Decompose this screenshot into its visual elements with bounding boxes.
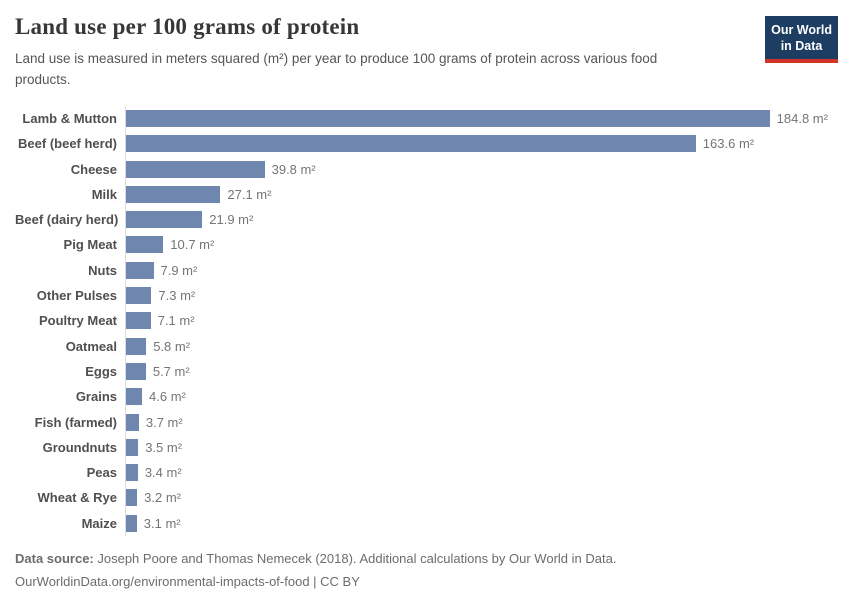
bar-track: 3.5 m²	[125, 434, 838, 460]
value-label: 21.9 m²	[209, 212, 254, 228]
bar-row: Lamb & Mutton 184.8 m²	[15, 105, 838, 132]
value-label: 3.4 m²	[144, 465, 182, 481]
bar	[126, 312, 151, 330]
value-label: 5.7 m²	[152, 363, 190, 379]
owid-logo[interactable]: Our World in Data	[765, 16, 838, 64]
bar-track: 7.3 m²	[125, 282, 838, 309]
bar-track: 27.1 m²	[125, 181, 838, 208]
value-label: 163.6 m²	[702, 136, 755, 152]
value-label: 4.6 m²	[149, 389, 186, 405]
category-label: Nuts	[88, 262, 117, 278]
category-label: Eggs	[85, 363, 117, 379]
bar-track: 10.7 m²	[125, 232, 838, 258]
bar-row: Grains 4.6 m²	[15, 384, 838, 410]
bar-track: 4.6 m²	[125, 384, 838, 410]
bar	[126, 236, 164, 254]
bar	[126, 185, 221, 203]
value-label: 7.9 m²	[160, 262, 198, 278]
owid-logo-line2: in Data	[780, 38, 823, 53]
bar	[126, 160, 265, 178]
bar-track: 184.8 m²	[125, 105, 838, 132]
category-label: Beef (dairy herd)	[15, 212, 119, 228]
category-label: Poultry Meat	[38, 313, 117, 329]
category-label: Oatmeal	[65, 338, 117, 354]
value-label: 10.7 m²	[170, 237, 215, 253]
bar-row: Other Pulses 7.3 m²	[15, 282, 838, 309]
bar	[126, 261, 154, 279]
bar-row: Groundnuts 3.5 m²	[15, 434, 838, 460]
header-text: Land use per 100 grams of protein Land u…	[15, 14, 715, 91]
bar-row: Wheat & Rye 3.2 m²	[15, 485, 838, 511]
category-label: Fish (farmed)	[34, 414, 117, 430]
value-label: 5.8 m²	[153, 338, 191, 354]
bar-track: 5.8 m²	[125, 333, 838, 359]
bar-track: 3.4 m²	[125, 460, 838, 486]
footer-link[interactable]: OurWorldinData.org/environmental-impacts…	[15, 574, 360, 590]
value-label: 39.8 m²	[271, 161, 316, 177]
value-label: 3.5 m²	[145, 439, 183, 455]
page-title: Land use per 100 grams of protein	[15, 14, 360, 39]
bar-row: Oatmeal 5.8 m²	[15, 333, 838, 359]
bar-row: Cheese 39.8 m²	[15, 156, 838, 182]
bar-row: Maize 3.1 m²	[15, 510, 838, 536]
bar-track: 21.9 m²	[125, 207, 838, 233]
bar-track: 5.7 m²	[125, 358, 838, 385]
bar-chart: Lamb & Mutton 184.8 m² Beef (beef herd) 163…	[15, 105, 838, 536]
data-source-line: Data source: Joseph Poore and Thomas Nem…	[15, 550, 838, 568]
value-label: 3.7 m²	[145, 414, 183, 430]
category-label: Peas	[86, 465, 117, 481]
bar-track: 7.9 m²	[125, 257, 838, 283]
bar-track: 7.1 m²	[125, 308, 838, 334]
value-label: 3.2 m²	[144, 490, 181, 506]
bar-row: Milk 27.1 m²	[15, 181, 838, 208]
bar	[126, 388, 143, 406]
bar-row: Peas 3.4 m²	[15, 460, 838, 486]
category-label: Cheese	[70, 161, 117, 177]
bar	[126, 211, 203, 229]
footer: Data source: Joseph Poore and Thomas Nem…	[15, 550, 838, 591]
bar-track: 3.2 m²	[125, 485, 838, 511]
category-label: Pig Meat	[63, 237, 117, 253]
bar-track: 3.1 m²	[125, 510, 838, 536]
owid-logo-line1: Our World	[771, 23, 832, 37]
bar	[126, 109, 770, 127]
bar	[126, 438, 139, 456]
bar	[126, 413, 139, 431]
bar-row: Fish (farmed) 3.7 m²	[15, 409, 838, 435]
bar-row: Eggs 5.7 m²	[15, 358, 838, 385]
bar-track: 163.6 m²	[125, 131, 838, 157]
category-label: Lamb & Mutton	[22, 110, 117, 126]
category-label: Beef (beef herd)	[18, 136, 117, 152]
value-label: 7.1 m²	[157, 313, 195, 329]
bar	[126, 135, 696, 153]
bar	[126, 337, 147, 355]
category-label: Grains	[75, 389, 117, 405]
bar	[126, 287, 152, 305]
value-label: 3.1 m²	[143, 515, 181, 531]
bar-row: Nuts 7.9 m²	[15, 257, 838, 283]
chart-subtitle: Land use is measured in meters squared (…	[15, 51, 658, 87]
category-label: Maize	[81, 515, 117, 531]
category-label: Wheat & Rye	[37, 490, 117, 506]
bar-row: Beef (dairy herd) 21.9 m²	[15, 207, 838, 233]
bar-track: 3.7 m²	[125, 409, 838, 435]
category-label: Groundnuts	[42, 439, 117, 455]
bar	[126, 514, 137, 532]
bar-row: Beef (beef herd) 163.6 m²	[15, 131, 838, 157]
bar-row: Pig Meat 10.7 m²	[15, 232, 838, 258]
data-source-text: Joseph Poore and Thomas Nemecek (2018). …	[93, 550, 617, 566]
value-label: 184.8 m²	[776, 110, 828, 126]
data-source-label: Data source:	[15, 550, 94, 566]
bar-track: 39.8 m²	[125, 156, 838, 182]
bar	[126, 464, 138, 482]
bar	[126, 362, 146, 380]
value-label: 7.3 m²	[158, 288, 196, 304]
header: Land use per 100 grams of protein Land u…	[15, 14, 838, 91]
category-label: Other Pulses	[36, 288, 117, 304]
bar-row: Poultry Meat 7.1 m²	[15, 308, 838, 334]
value-label: 27.1 m²	[227, 186, 272, 202]
category-label: Milk	[91, 186, 117, 202]
bar	[126, 489, 138, 507]
